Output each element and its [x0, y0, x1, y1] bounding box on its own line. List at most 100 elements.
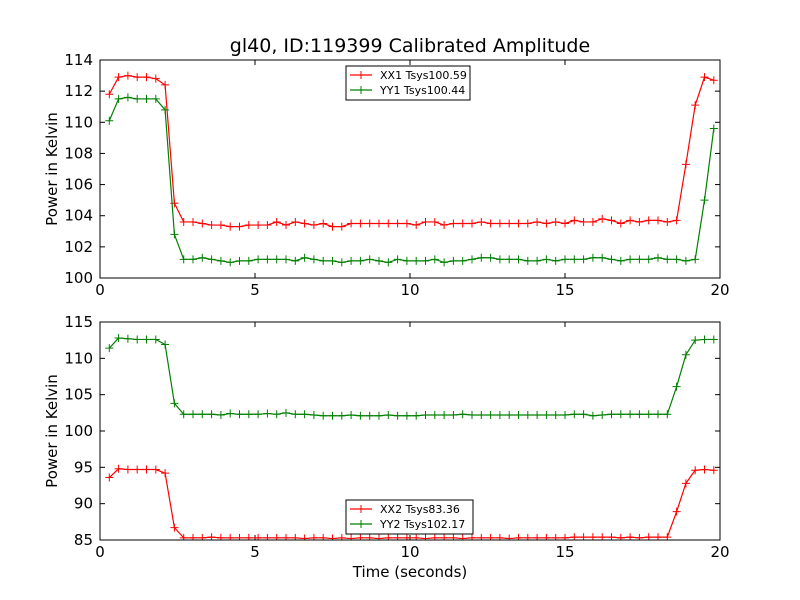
data-point	[514, 411, 523, 420]
legend-marker	[357, 520, 365, 528]
data-point	[449, 256, 458, 265]
data-point	[663, 217, 672, 226]
y-tick-label: 115	[64, 313, 93, 331]
series-1	[105, 464, 718, 540]
data-point	[393, 255, 402, 264]
y-tick-label: 95	[74, 458, 93, 476]
x-tick-label: 10	[400, 281, 419, 299]
data-point	[142, 335, 151, 344]
data-point	[291, 533, 300, 540]
y-axis-label: Power in Kelvin	[43, 112, 61, 226]
data-point	[105, 344, 114, 353]
data-point	[468, 219, 476, 228]
data-point	[347, 534, 356, 540]
data-point	[458, 219, 467, 228]
data-point	[328, 411, 337, 420]
data-point	[672, 382, 681, 391]
data-point	[570, 255, 579, 264]
data-point	[337, 258, 346, 267]
data-point	[309, 255, 318, 264]
data-point	[337, 411, 346, 420]
data-point	[161, 340, 170, 349]
data-point	[272, 533, 281, 540]
data-point	[384, 533, 393, 540]
data-point	[505, 534, 514, 540]
data-point	[235, 222, 244, 231]
data-point	[626, 216, 635, 225]
data-point	[635, 217, 644, 226]
data-point	[691, 336, 700, 345]
data-point	[486, 411, 495, 420]
data-point	[309, 533, 318, 540]
data-point	[161, 469, 170, 478]
data-point	[505, 255, 514, 264]
data-point	[123, 334, 132, 343]
data-point	[356, 411, 365, 420]
data-point	[700, 73, 709, 82]
data-point	[412, 411, 421, 420]
data-point	[430, 217, 439, 226]
data-point	[561, 533, 569, 540]
data-point	[179, 217, 188, 226]
y-axis-label: Power in Kelvin	[43, 374, 61, 488]
x-tick-label: 20	[710, 543, 729, 561]
data-point	[644, 410, 653, 419]
data-point	[681, 160, 690, 169]
data-point	[272, 217, 281, 226]
data-point	[598, 411, 607, 420]
data-point	[254, 410, 263, 419]
data-point	[189, 410, 197, 419]
data-point	[291, 410, 300, 419]
y-tick-label: 100	[64, 422, 93, 440]
data-point	[207, 410, 216, 419]
data-point	[635, 255, 644, 264]
top-panel: gl40, ID:119399 Calibrated Amplitude 0 5 10…	[43, 35, 730, 299]
data-point	[328, 222, 337, 231]
data-point	[114, 333, 123, 342]
data-point	[114, 94, 123, 103]
data-point	[709, 124, 718, 133]
bottom-panel: 0 5 10 15 20 85 90 95 100 105 110 115 Power in Kelvi…	[43, 313, 730, 581]
data-point	[691, 101, 700, 110]
data-point	[365, 533, 374, 540]
data-point	[700, 196, 709, 205]
data-point	[635, 533, 644, 540]
data-point	[114, 73, 123, 82]
data-point	[412, 256, 421, 265]
data-point	[161, 80, 170, 89]
y-tick-label: 102	[64, 238, 93, 256]
data-point	[495, 255, 504, 264]
y-tick-label: 105	[64, 386, 93, 404]
data-point	[663, 410, 672, 419]
data-point	[709, 76, 718, 85]
data-point	[709, 335, 718, 344]
data-point	[551, 533, 560, 540]
data-point	[300, 410, 309, 419]
data-point	[561, 219, 569, 228]
data-point	[514, 219, 523, 228]
data-point	[142, 465, 151, 474]
legend-marker	[357, 71, 365, 79]
data-point	[189, 533, 197, 540]
data-point	[170, 230, 179, 239]
data-point	[570, 216, 579, 225]
data-point	[189, 255, 197, 264]
data-point	[626, 255, 635, 264]
data-point	[402, 256, 411, 265]
data-point	[579, 217, 588, 226]
data-point	[198, 410, 207, 419]
data-point	[449, 219, 458, 228]
x-tick-label: 0	[95, 543, 105, 561]
data-point	[254, 255, 263, 264]
data-point	[300, 534, 309, 540]
data-point	[440, 221, 449, 230]
data-point	[244, 410, 253, 419]
x-tick-label: 5	[250, 281, 260, 299]
data-point	[551, 256, 560, 265]
data-point	[244, 221, 253, 230]
data-point	[263, 409, 272, 418]
legend-label: XX2 Tsys83.36	[380, 503, 460, 516]
y-tick-label: 100	[64, 269, 93, 287]
data-point	[495, 219, 504, 228]
data-point	[654, 216, 662, 225]
